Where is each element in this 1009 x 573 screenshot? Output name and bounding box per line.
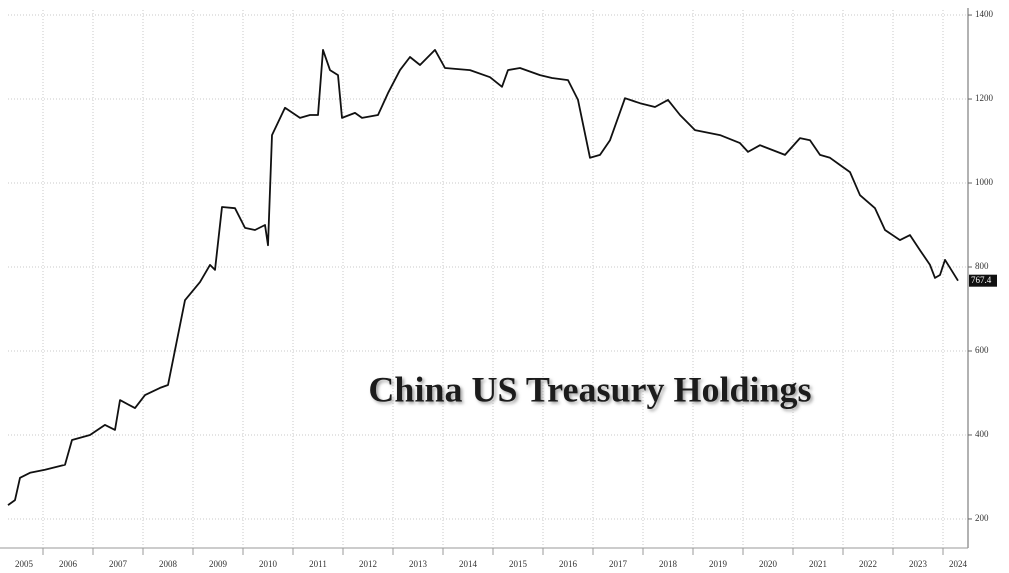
x-tick-label: 2010 (259, 559, 278, 569)
x-tick-label: 2014 (459, 559, 478, 569)
x-tick-label: 2005 (15, 559, 34, 569)
y-tick-label: 800 (975, 261, 989, 271)
x-tick-label: 2023 (909, 559, 928, 569)
line (7, 49, 959, 506)
y-tick-label: 200 (975, 513, 989, 523)
y-tick-label: 1200 (975, 93, 994, 103)
annotation: China US Treasury Holdings (368, 369, 811, 409)
x-tick-label: 2006 (59, 559, 78, 569)
x-tick-label: 2021 (809, 559, 827, 569)
x-tick-label: 2013 (409, 559, 428, 569)
x-tick-label: 2009 (209, 559, 228, 569)
y-tick-label: 1000 (975, 177, 994, 187)
y-tick-label: 1400 (975, 9, 994, 19)
x-tick-label: 2024 (949, 559, 968, 569)
x-tick-label: 2017 (609, 559, 628, 569)
x-tick-label: 2018 (659, 559, 678, 569)
x-tick-label: 2020 (759, 559, 778, 569)
grid (8, 10, 968, 545)
x-tick-label: 2012 (359, 559, 377, 569)
x-tick-label: 2015 (509, 559, 528, 569)
x-tick-label: 2022 (859, 559, 877, 569)
x-tick-label: 2016 (559, 559, 578, 569)
last-value-label: 767.4 (971, 275, 992, 285)
last-value-box (969, 274, 997, 287)
x-tick-label: 2019 (709, 559, 728, 569)
x-tick-label: 2007 (109, 559, 128, 569)
y-tick-label: 600 (975, 345, 989, 355)
y-tick-label: 400 (975, 429, 989, 439)
x-tick-label: 2008 (159, 559, 178, 569)
x-tick-label: 2011 (309, 559, 327, 569)
